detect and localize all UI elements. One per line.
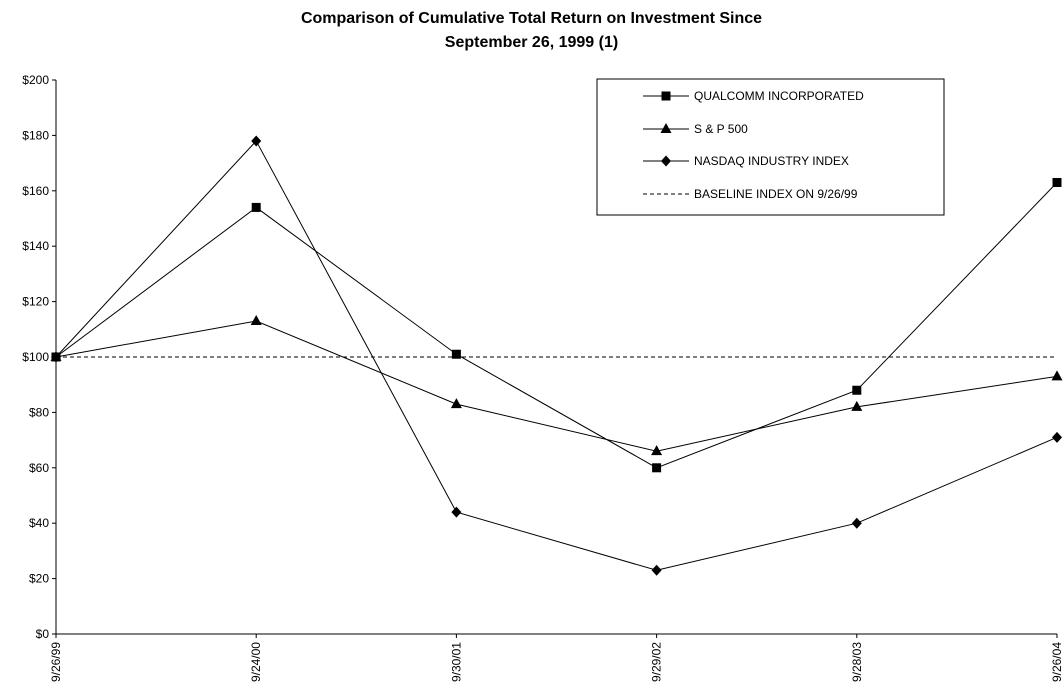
x-tick-label: 9/24/00	[249, 642, 263, 682]
y-tick-label: $160	[22, 184, 49, 198]
y-tick-label: $0	[36, 627, 50, 641]
legend-label-2: NASDAQ INDUSTRY INDEX	[694, 154, 849, 168]
data-point-1-4	[851, 400, 863, 411]
y-tick-label: $140	[22, 239, 49, 253]
data-point-2-5	[1052, 431, 1062, 443]
data-point-0-5	[1052, 177, 1062, 187]
data-point-2-2	[451, 506, 462, 518]
legend-marker-0	[661, 91, 671, 101]
x-tick-label: 9/26/04	[1050, 642, 1063, 682]
x-tick-label: 9/26/99	[49, 642, 63, 682]
y-tick-label: $40	[29, 516, 49, 530]
y-tick-label: $120	[22, 295, 49, 309]
y-tick-label: $20	[29, 572, 49, 586]
x-tick-label: 9/28/03	[850, 642, 864, 682]
data-point-2-3	[651, 564, 662, 576]
chart-subtitle: September 26, 1999 (1)	[444, 34, 619, 51]
legend-label-0: QUALCOMM INCORPORATED	[694, 89, 864, 103]
data-point-1-1	[250, 314, 262, 325]
data-point-1-2	[450, 398, 462, 409]
legend-marker-2	[661, 155, 671, 167]
data-point-0-4	[852, 385, 862, 395]
legend-marker-1	[660, 123, 672, 133]
y-tick-label: $180	[22, 128, 49, 142]
legend-label-1: S & P 500	[694, 122, 748, 136]
y-tick-label: $100	[22, 350, 49, 364]
y-tick-label: $80	[29, 405, 49, 419]
data-point-1-3	[651, 445, 663, 456]
series-line-0	[55, 182, 1058, 469]
data-point-0-3	[652, 463, 662, 473]
legend-label-baseline: BASELINE INDEX ON 9/26/99	[694, 187, 858, 201]
chart-title: Comparison of Cumulative Total Return on…	[300, 10, 763, 27]
data-point-2-1	[251, 135, 262, 147]
y-tick-label: $200	[22, 73, 49, 87]
legend-box	[596, 78, 945, 216]
data-point-1-5	[1051, 370, 1063, 381]
data-point-2-4	[851, 517, 862, 529]
data-point-0-1	[251, 202, 261, 212]
data-point-0-2	[451, 349, 461, 359]
x-tick-label: 9/29/02	[650, 642, 664, 682]
y-tick-label: $60	[29, 461, 49, 475]
data-point-2-0	[51, 351, 61, 363]
series-line-2	[55, 140, 1058, 571]
series-line-1	[55, 320, 1058, 452]
x-tick-label: 9/30/01	[449, 642, 463, 682]
